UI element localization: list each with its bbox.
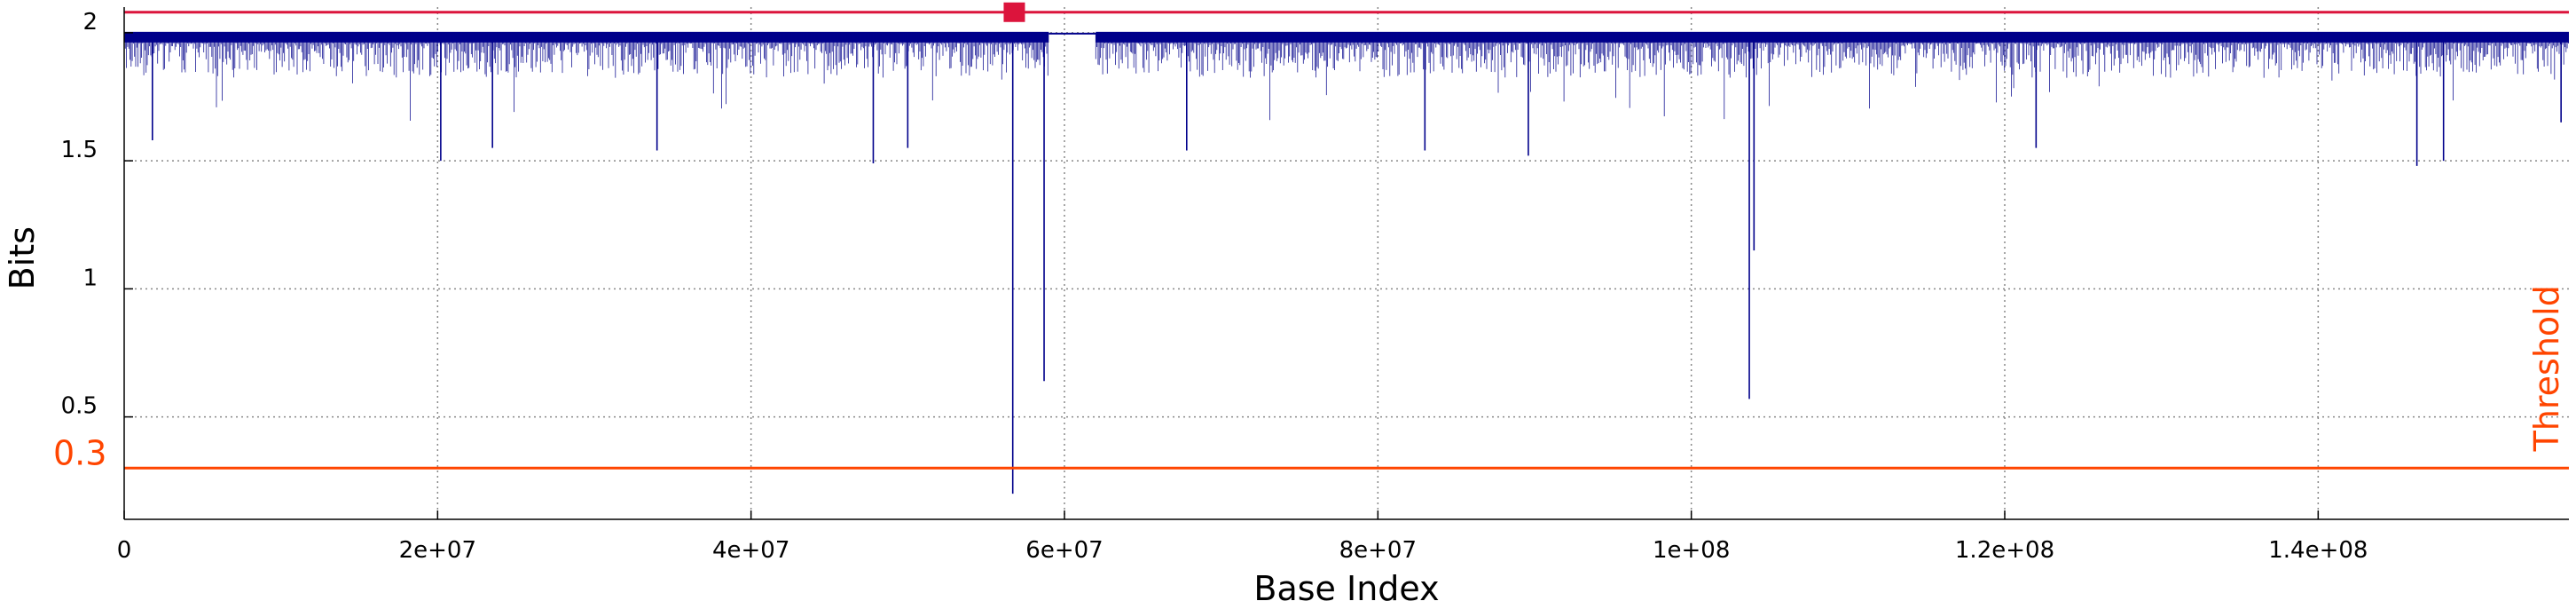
x-tick-label: 0 (117, 537, 132, 564)
threshold-value-label: 0.3 (53, 433, 106, 472)
entropy-variability-2 (1095, 32, 2569, 121)
x-tick-label: 8e+07 (1339, 537, 1417, 564)
x-tick-label: 1e+08 (1653, 537, 1730, 564)
entropy-variability-1 (123, 32, 1048, 121)
data-layer (123, 31, 2569, 494)
y-tick-label: 0.5 (61, 393, 98, 420)
threshold-text-label: Threshold (2527, 285, 2566, 452)
frame-layer (123, 7, 2569, 520)
x-tick-label: 4e+07 (712, 537, 789, 564)
y-axis-title: Bits (3, 226, 42, 289)
x-tick-label: 2e+07 (399, 537, 476, 564)
red-square-marker (1003, 2, 1025, 22)
y-tick-label: 1 (82, 265, 98, 291)
x-tick-label: 1.2e+08 (1955, 537, 2054, 564)
y-tick-label: 2 (82, 9, 98, 36)
x-tick-label: 1.4e+08 (2268, 537, 2368, 564)
x-tick-label: 6e+07 (1025, 537, 1103, 564)
reference-layer (124, 2, 2569, 470)
label-layer: Base Index Bits 0.3 Threshold 0 2e+07 4e+0… (3, 9, 2566, 608)
grid-layer (124, 7, 2569, 519)
y-tick-label: 1.5 (61, 137, 98, 163)
x-axis-title: Base Index (1253, 569, 1439, 608)
